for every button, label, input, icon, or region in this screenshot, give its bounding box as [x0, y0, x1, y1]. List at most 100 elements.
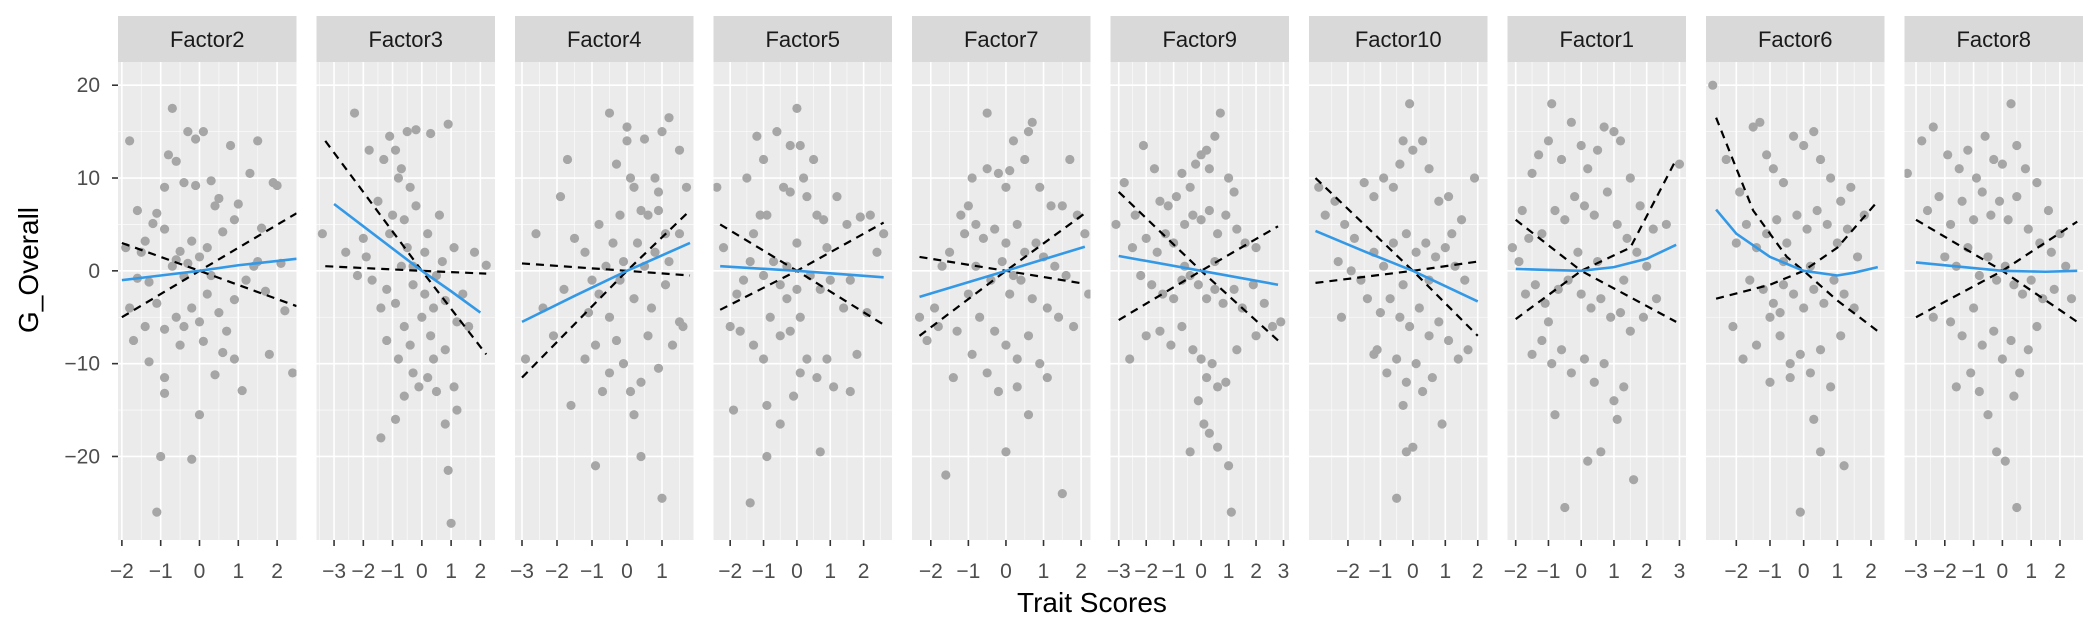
- data-point: [802, 354, 812, 364]
- data-point: [2006, 335, 2016, 346]
- data-point: [1210, 256, 1220, 267]
- y-tick-label: −20: [64, 445, 100, 468]
- x-tick-label: 1: [232, 560, 244, 583]
- data-point: [678, 321, 688, 332]
- data-point: [1738, 354, 1748, 364]
- data-point: [144, 357, 154, 367]
- data-point: [1453, 354, 1463, 364]
- data-point: [148, 218, 158, 229]
- panel-background: [912, 62, 1091, 540]
- data-point: [1934, 191, 1944, 202]
- data-point: [1223, 173, 1234, 183]
- data-point: [1392, 354, 1402, 364]
- panel-contents: [1314, 99, 1480, 503]
- data-point: [1130, 210, 1140, 220]
- data-point: [1537, 229, 1547, 239]
- data-point: [1232, 224, 1242, 234]
- x-tick-label: 2: [271, 560, 283, 583]
- data-point: [1001, 238, 1011, 248]
- data-point: [1751, 340, 1762, 350]
- data-point: [2009, 391, 2019, 401]
- panel-contents: [1507, 99, 1685, 513]
- data-point: [175, 246, 185, 256]
- data-point: [2046, 247, 2056, 257]
- data-point: [1632, 247, 1642, 257]
- data-point: [1553, 284, 1563, 294]
- data-point: [982, 164, 992, 174]
- data-point: [1012, 354, 1022, 364]
- data-point: [872, 247, 882, 257]
- x-tick-label: 2: [1075, 560, 1087, 583]
- data-point: [1330, 196, 1340, 206]
- data-point: [1424, 331, 1434, 341]
- x-tick-label: 1: [1223, 560, 1235, 583]
- data-point: [152, 208, 162, 218]
- data-point: [1741, 219, 1752, 230]
- data-point: [1648, 224, 1658, 234]
- data-point: [732, 289, 742, 299]
- data-point: [1507, 243, 1518, 253]
- data-point: [452, 405, 462, 415]
- data-point: [1762, 150, 1772, 160]
- data-point: [735, 326, 745, 336]
- data-point: [1398, 400, 1408, 411]
- data-point: [1642, 261, 1652, 271]
- facet-panel: Factor10 −2 −1 0 1 2: [1309, 16, 1488, 583]
- data-point: [1785, 359, 1795, 369]
- data-point: [762, 210, 772, 220]
- data-point: [1815, 154, 1826, 165]
- data-point: [636, 377, 646, 387]
- data-point: [1606, 312, 1616, 322]
- data-point: [1450, 261, 1460, 271]
- data-point: [1745, 275, 1755, 285]
- data-point: [629, 294, 639, 304]
- data-point: [260, 286, 271, 296]
- data-point: [580, 354, 590, 364]
- data-point: [222, 326, 232, 336]
- data-point: [1795, 507, 1805, 517]
- x-tick-label: 1: [1439, 560, 1451, 583]
- facet-strip: [1309, 16, 1488, 62]
- data-point: [653, 187, 664, 197]
- data-point: [839, 303, 849, 313]
- data-point: [1566, 117, 1576, 127]
- data-point: [1248, 280, 1258, 290]
- data-point: [1589, 377, 1599, 387]
- data-point: [1547, 359, 1557, 369]
- data-point: [1836, 196, 1846, 206]
- data-point: [241, 275, 251, 285]
- data-point: [2043, 205, 2054, 216]
- data-point: [156, 451, 166, 462]
- data-point: [967, 349, 977, 359]
- data-point: [2015, 368, 2025, 378]
- data-point: [1576, 140, 1586, 151]
- data-point: [2020, 164, 2031, 174]
- data-point: [785, 140, 795, 151]
- data-point: [1027, 294, 1037, 304]
- data-point: [1149, 164, 1160, 174]
- facet-panel: Factor5 −2 −1 0 1 2: [713, 16, 892, 583]
- data-point: [1778, 280, 1789, 290]
- data-point: [1127, 243, 1138, 253]
- data-point: [405, 340, 415, 350]
- data-point: [531, 229, 541, 239]
- data-point: [1963, 145, 1973, 155]
- data-point: [1180, 219, 1190, 230]
- data-point: [808, 154, 819, 165]
- data-point: [1819, 298, 1829, 308]
- data-point: [1527, 349, 1537, 359]
- data-point: [1940, 252, 1950, 262]
- data-point: [636, 205, 646, 216]
- data-point: [1417, 386, 1428, 397]
- data-point: [225, 140, 236, 151]
- data-point: [1166, 340, 1176, 350]
- data-point: [802, 191, 812, 202]
- facet-strip-label: Factor8: [1956, 27, 2031, 52]
- data-point: [2000, 456, 2010, 466]
- x-tick-label: 1: [1608, 560, 1620, 583]
- data-point: [443, 465, 453, 475]
- data-point: [387, 210, 398, 220]
- data-point: [758, 354, 769, 364]
- x-axis-title: Trait Scores: [1017, 587, 1167, 618]
